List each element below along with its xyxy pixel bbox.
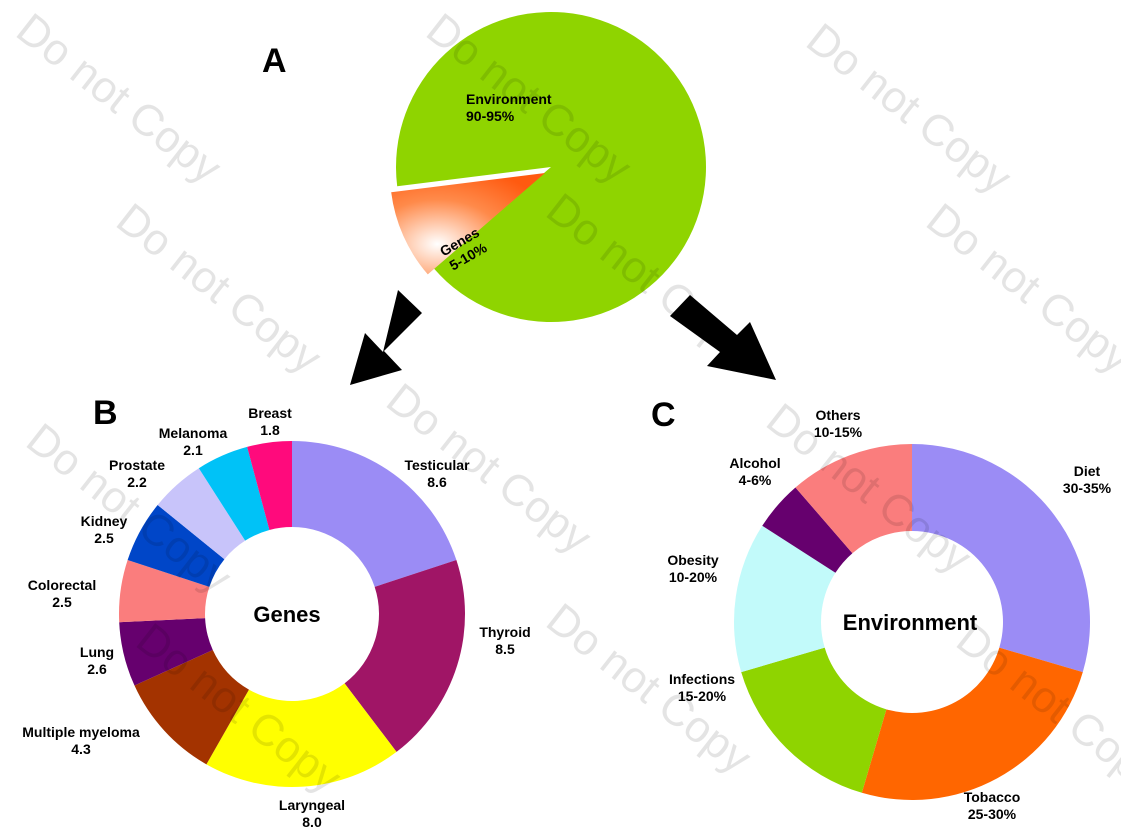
label-testicular: Testicular 8.6 <box>404 457 470 490</box>
label-breast: Breast 1.8 <box>248 405 292 438</box>
slice-tobacco <box>861 647 1083 800</box>
slice-alcohol <box>762 487 853 573</box>
arrow-to-environment-icon <box>670 295 776 380</box>
slice-obesity <box>734 525 836 673</box>
slice-diet <box>912 444 1091 673</box>
watermark-text: Do not Copy <box>917 194 1121 383</box>
label-obesity: Obesity 10-20% <box>667 552 719 585</box>
label-tobacco: Tobacco 25-30% <box>964 789 1021 822</box>
watermark-text: Do not Copy <box>7 4 230 193</box>
center-label-environment: Environment <box>843 610 978 635</box>
slice-prostate <box>157 468 246 560</box>
panel-letter-c: C <box>651 396 676 434</box>
panel-letter-a: A <box>262 42 287 80</box>
label-melanoma: Melanoma 2.1 <box>159 425 228 458</box>
label-laryngeal: Laryngeal 8.0 <box>279 797 345 830</box>
watermark-text: Do not Copy <box>537 594 760 783</box>
label-diet: Diet 30-35% <box>1063 463 1112 496</box>
label-others: Others 10-15% <box>814 407 863 440</box>
label-environment: Environment 90-95% <box>466 91 552 124</box>
panel-letter-b: B <box>93 394 118 432</box>
slice-others <box>795 444 912 554</box>
center-label-genes: Genes <box>253 602 320 627</box>
slice-testicular <box>292 441 457 587</box>
slice-genes <box>391 173 545 275</box>
slice-melanoma <box>198 446 270 541</box>
label-multiple-myeloma: Multiple myeloma 4.3 <box>22 724 140 757</box>
pie-chart-a: Environment 90-95%Genes5-10% <box>391 11 706 322</box>
slice-thyroid <box>344 560 466 752</box>
donut-chart-c: Diet 30-35% Tobacco 25-30% Infections 15-20% O… <box>667 407 1111 822</box>
slice-colorectal <box>118 560 210 623</box>
watermark-text: Do not Copy <box>107 194 330 383</box>
slice-infections <box>741 647 887 793</box>
slice-kidney <box>127 505 225 587</box>
label-alcohol: Alcohol 4-6% <box>729 455 780 488</box>
slice-lung <box>119 618 213 686</box>
label-prostate: Prostate 2.2 <box>109 457 165 490</box>
donut-chart-b: Testicular 8.6 Thyroid 8.5 Laryngeal 8.0 Multi… <box>22 405 530 830</box>
label-colorectal: Colorectal 2.5 <box>28 577 96 610</box>
slice-multiple-myeloma <box>134 649 249 765</box>
label-infections: Infections 15-20% <box>669 671 735 704</box>
slice-breast <box>247 441 292 530</box>
slice-laryngeal <box>206 683 397 787</box>
watermark-text: Do not Copy <box>797 14 1020 203</box>
label-thyroid: Thyroid 8.5 <box>479 624 530 657</box>
label-kidney: Kidney 2.5 <box>81 513 128 546</box>
arrow-to-genes-icon <box>350 290 422 385</box>
slice-environment <box>396 11 706 322</box>
label-lung: Lung 2.6 <box>80 644 114 677</box>
